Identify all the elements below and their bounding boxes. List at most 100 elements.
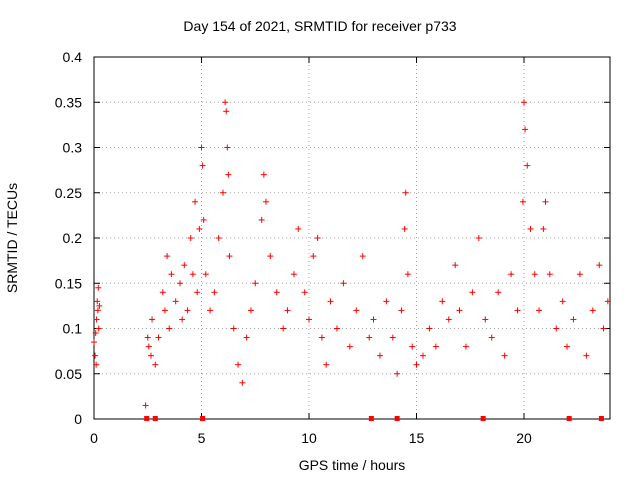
data-point xyxy=(394,370,401,377)
y-tick-label: 0.35 xyxy=(55,94,82,110)
data-point xyxy=(546,271,553,278)
chart-title: Day 154 of 2021, SRMTID for receiver p73… xyxy=(183,18,457,34)
data-point xyxy=(469,289,476,296)
data-point xyxy=(280,325,287,332)
data-point xyxy=(260,171,267,178)
data-point xyxy=(161,307,168,314)
x-tick-label: 10 xyxy=(301,430,317,446)
data-point xyxy=(366,334,373,341)
data-point xyxy=(462,343,469,350)
data-point xyxy=(353,307,360,314)
data-point xyxy=(527,225,534,232)
y-tick-label: 0 xyxy=(74,411,82,427)
data-point xyxy=(187,235,194,241)
data-point xyxy=(263,198,269,205)
y-tick-label: 0.4 xyxy=(63,49,83,65)
data-point xyxy=(540,225,547,232)
data-point xyxy=(155,334,162,341)
data-point xyxy=(215,235,222,241)
data-point xyxy=(389,334,396,341)
y-tick-label: 0.1 xyxy=(63,321,83,337)
data-point xyxy=(508,271,515,278)
data-point xyxy=(482,316,489,323)
y-tick-label: 0.2 xyxy=(63,230,83,246)
data-point xyxy=(596,262,603,269)
data-point xyxy=(243,334,250,341)
data-point xyxy=(222,99,229,106)
data-point xyxy=(419,352,426,359)
data-point xyxy=(211,289,218,296)
data-point xyxy=(522,126,529,133)
data-point xyxy=(142,402,149,409)
data-point xyxy=(96,302,103,309)
x-tick-label: 15 xyxy=(409,430,425,446)
data-point xyxy=(445,316,452,323)
data-point xyxy=(301,289,308,296)
data-point xyxy=(207,307,214,314)
data-point xyxy=(147,352,154,359)
data-point xyxy=(333,325,340,332)
plot-frame xyxy=(93,56,611,420)
zero-marker xyxy=(566,416,572,421)
y-axis-label: SRMTID / TECUs xyxy=(4,182,20,294)
data-point xyxy=(376,352,383,359)
data-point xyxy=(404,271,411,278)
data-point xyxy=(168,271,175,278)
data-point xyxy=(225,171,232,178)
data-point xyxy=(531,271,538,278)
data-point xyxy=(181,262,188,269)
data-point xyxy=(521,99,527,106)
data-point xyxy=(439,298,446,305)
data-point xyxy=(267,253,274,260)
data-point xyxy=(194,289,201,296)
zero-marker xyxy=(368,416,374,421)
data-point xyxy=(290,271,297,278)
data-point xyxy=(564,343,570,350)
data-point xyxy=(92,330,99,337)
data-point xyxy=(144,334,151,341)
data-point xyxy=(145,343,152,350)
data-point xyxy=(426,325,433,332)
data-points xyxy=(91,99,611,421)
data-point xyxy=(570,316,577,323)
data-point xyxy=(542,198,549,205)
data-point xyxy=(177,280,183,287)
zero-marker xyxy=(152,416,158,421)
data-point xyxy=(432,343,439,350)
data-point xyxy=(583,352,590,359)
data-point xyxy=(189,271,196,278)
data-point xyxy=(224,144,231,151)
data-point xyxy=(95,325,102,332)
data-point xyxy=(314,235,321,241)
data-point xyxy=(519,198,526,205)
data-point xyxy=(401,225,408,232)
data-point xyxy=(226,253,233,260)
data-point xyxy=(589,307,596,314)
data-point xyxy=(202,271,209,278)
data-point xyxy=(495,289,502,296)
data-point xyxy=(340,280,347,287)
data-point xyxy=(94,298,101,305)
data-point xyxy=(306,316,312,323)
x-tick-label: 20 xyxy=(516,430,532,446)
data-point xyxy=(456,307,463,314)
data-point xyxy=(200,216,207,223)
data-point xyxy=(452,262,459,269)
data-point xyxy=(235,361,242,368)
data-point xyxy=(383,298,390,305)
grid-lines xyxy=(94,57,610,419)
data-point xyxy=(184,307,191,314)
data-point xyxy=(223,108,230,115)
zero-marker xyxy=(598,416,604,421)
data-point xyxy=(192,198,199,205)
data-point xyxy=(488,334,495,341)
data-point xyxy=(370,316,377,323)
data-point xyxy=(402,189,409,196)
data-point xyxy=(346,343,353,350)
data-point xyxy=(553,325,560,332)
zero-marker xyxy=(480,416,486,421)
y-tick-label: 0.25 xyxy=(55,185,82,201)
data-point xyxy=(524,162,531,169)
data-point xyxy=(359,253,366,260)
